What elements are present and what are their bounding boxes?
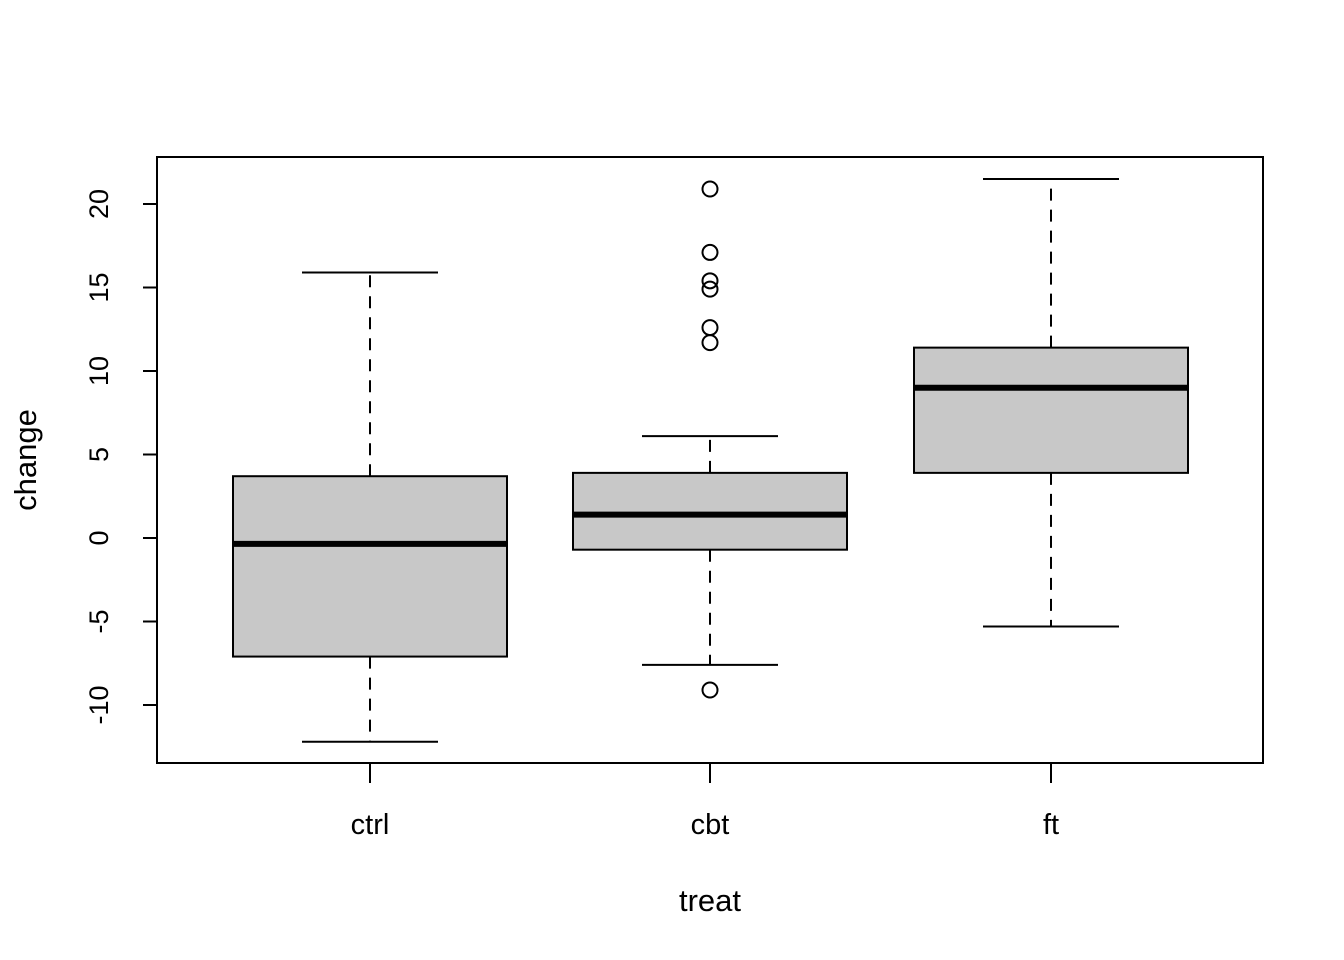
outlier-point [701, 243, 719, 261]
y-axis-title: change [8, 409, 43, 511]
y-tick-label: 20 [84, 189, 114, 219]
box-ft [913, 177, 1189, 628]
x-tick-label-cbt: cbt [691, 809, 730, 841]
y-tick-label: -10 [84, 685, 114, 724]
outlier-point [701, 280, 719, 298]
iqr-box [232, 475, 508, 658]
outlier-point [701, 180, 719, 198]
outlier-point [701, 272, 719, 290]
iqr-box [572, 471, 848, 551]
y-tick-label: 10 [84, 356, 114, 386]
y-tick-label: -5 [84, 609, 114, 633]
boxes-layer [232, 177, 1189, 743]
outlier-point [701, 334, 719, 352]
x-axis: ctrl cbt ft [351, 762, 1059, 841]
y-tick-label: 15 [84, 272, 114, 302]
x-tick-label-ctrl: ctrl [351, 809, 390, 841]
y-tick-label: 0 [84, 530, 114, 545]
box-ctrl [232, 271, 508, 743]
y-tick-label: 5 [84, 447, 114, 462]
x-tick-label-ft: ft [1043, 809, 1059, 841]
iqr-box [913, 346, 1189, 474]
x-axis-title: treat [679, 883, 741, 918]
outlier-point [701, 681, 719, 699]
outlier-point [701, 319, 719, 337]
box-cbt [572, 180, 848, 699]
y-axis: -10 -5 0 5 10 15 20 [84, 189, 158, 725]
